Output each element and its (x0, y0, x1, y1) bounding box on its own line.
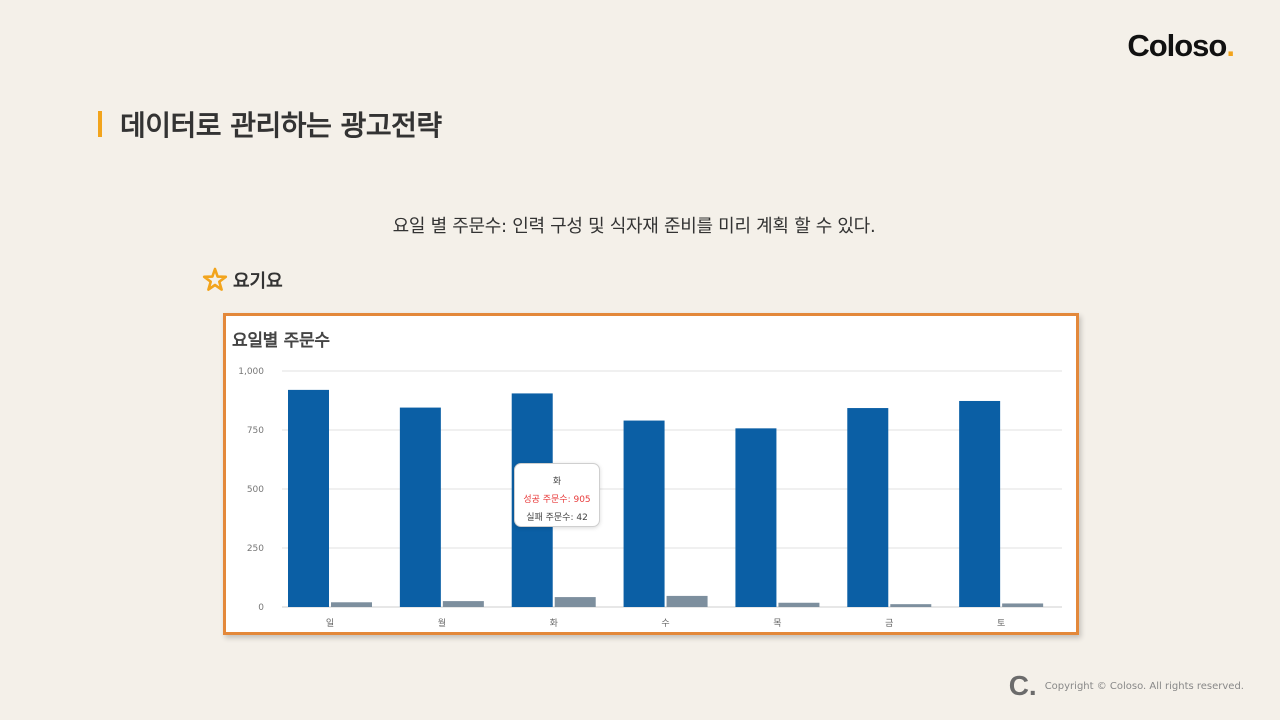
bar-success (288, 389, 329, 607)
x-tick-label: 수 (661, 618, 669, 629)
chart-tooltip: 화 성공 주문수: 905 실패 주문수: 42 (514, 463, 600, 527)
slide-header: 데이터로 관리하는 광고전략 (98, 104, 442, 144)
copyright-text: Copyright © Coloso. All rights reserved. (1044, 680, 1244, 692)
y-tick-label: 0 (258, 603, 264, 613)
footer-logo: C. (1008, 670, 1037, 701)
chart-title: 요일별 주문수 (232, 331, 330, 351)
bar-success (623, 420, 665, 607)
bar-fail (554, 597, 596, 607)
star-icon (202, 267, 228, 291)
x-tick-label: 금 (885, 618, 893, 629)
bar-success (959, 400, 1001, 607)
bar-fail (1002, 603, 1044, 607)
coloso-logo: Coloso. (1127, 28, 1235, 64)
x-tick-label: 월 (438, 617, 446, 629)
x-tick-label: 목 (773, 618, 781, 629)
bar-fail (890, 604, 932, 607)
logo-dot: . (1226, 28, 1235, 63)
app-label: 요기요 (201, 266, 283, 294)
bar-fail (666, 595, 708, 607)
y-tick-label: 250 (247, 544, 264, 554)
orders-by-weekday-chart: 요일별 주문수 0 250 500 750 1,000 일 월 화 수 목 금 토 화 성공 주문수:… (223, 313, 1079, 635)
tooltip-success-count: 성공 주문수: 905 (523, 495, 591, 505)
y-tick-label: 500 (247, 485, 264, 495)
tooltip-fail-count: 실패 주문수: 42 (526, 513, 588, 523)
y-tick-label: 750 (247, 426, 264, 436)
app-name: 요기요 (233, 271, 283, 292)
y-tick-label: 1,000 (238, 367, 264, 377)
x-tick-label: 화 (550, 618, 558, 629)
slide-title: 데이터로 관리하는 광고전략 (120, 109, 442, 142)
title-accent-bar (98, 111, 102, 137)
x-tick-label: 토 (997, 619, 1005, 629)
x-tick-label: 일 (326, 618, 334, 629)
tooltip-title: 화 (552, 477, 562, 487)
slide-subtitle: 요일 별 주문수: 인력 구성 및 식자재 준비를 미리 계획 할 수 있다. (392, 216, 876, 237)
footer: C. Copyright © Coloso. All rights reserv… (1009, 672, 1244, 700)
logo-text: Coloso (1127, 28, 1227, 63)
bar-success (847, 408, 889, 607)
bar-success (735, 428, 777, 607)
bar-fail (778, 602, 820, 607)
bar-success (399, 407, 441, 607)
bar-fail (331, 602, 372, 607)
bar-fail (442, 601, 484, 607)
